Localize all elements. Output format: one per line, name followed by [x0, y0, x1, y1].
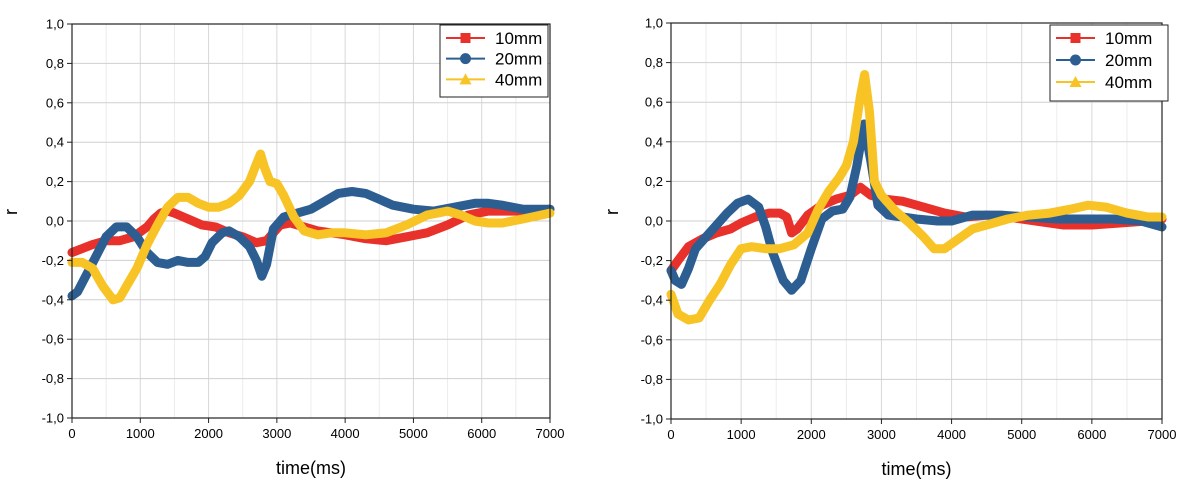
y-tick-label: 0,6: [645, 95, 663, 110]
legend-label: 20mm: [495, 50, 542, 69]
x-tick-label: 5000: [399, 426, 428, 441]
legend-label: 40mm: [495, 70, 542, 89]
series-line-20mm: [666, 119, 1167, 295]
y-tick-label: 0,0: [645, 214, 663, 229]
legend: 10mm 20mm 40mm: [1049, 24, 1169, 102]
x-tick-label: 1000: [126, 426, 155, 441]
x-tick-label: 3000: [867, 427, 896, 442]
y-axis: -1,0 -0,8 -0,6 -0,4 -0,2 0,0 0,2 0,4 0,6 0,8 1,0: [641, 16, 671, 427]
series-line-40mm: [666, 70, 1167, 325]
y-tick-label: -1,0: [42, 411, 64, 426]
legend-marker-circle: [1070, 54, 1081, 66]
y-tick-label: 0,4: [645, 134, 663, 149]
x-tick-label: 6000: [467, 426, 496, 441]
y-tick-label: -1,0: [641, 412, 663, 427]
y-tick-label: 0,8: [46, 56, 64, 71]
legend-marker-square: [1070, 33, 1081, 43]
y-tick-label: 0,2: [46, 174, 64, 189]
y-tick-label: -0,8: [641, 372, 663, 387]
x-tick-label: 6000: [1077, 427, 1106, 442]
y-tick-label: -0,8: [42, 371, 64, 386]
y-tick-label: 0,4: [46, 135, 64, 150]
x-tick-label: 4000: [331, 426, 360, 441]
x-tick-label: 2000: [797, 427, 826, 442]
legend-label: 10mm: [1105, 29, 1152, 48]
x-axis-title: time(ms): [882, 459, 952, 479]
legend-label: 20mm: [1105, 51, 1152, 70]
legend-marker-triangle: [1069, 76, 1082, 87]
legend-marker-triangle: [459, 73, 472, 85]
y-tick-label: 0,8: [645, 55, 663, 70]
x-tick-label: 7000: [536, 426, 565, 441]
legend-marker-square: [460, 33, 471, 43]
y-tick-label: 0,6: [46, 95, 64, 110]
y-axis-title: r: [1, 209, 21, 215]
y-tick-label: -0,4: [42, 292, 64, 307]
x-tick-label: 4000: [937, 427, 966, 442]
legend-marker-circle: [460, 53, 471, 65]
x-axis: 0 1000 2000 3000 4000 5000 6000 7000: [68, 418, 564, 441]
y-tick-label: -0,6: [42, 332, 64, 347]
x-axis: 0 1000 2000 3000 4000 5000 6000 7000: [667, 419, 1176, 442]
y-tick-label: -0,2: [641, 253, 663, 268]
y-tick-label: -0,6: [641, 332, 663, 347]
y-tick-label: 0,0: [46, 214, 64, 229]
x-tick-label: 0: [667, 427, 674, 442]
legend-label: 10mm: [495, 29, 542, 48]
x-axis-title: time(ms): [276, 458, 346, 478]
x-tick-label: 5000: [1007, 427, 1036, 442]
y-tick-label: 0,2: [645, 174, 663, 189]
y-tick-label: 1,0: [645, 16, 663, 31]
y-tick-label: -0,4: [641, 293, 663, 308]
series-line-20mm: [67, 187, 555, 301]
x-tick-label: 7000: [1148, 427, 1177, 442]
y-tick-label: 1,0: [46, 17, 64, 32]
x-tick-label: 2000: [194, 426, 223, 441]
legend-label: 40mm: [1105, 73, 1152, 92]
series-line-40mm: [67, 149, 555, 305]
y-axis-title: r: [602, 209, 622, 215]
y-axis: -1,0 -0,8 -0,6 -0,4 -0,2 0,0 0,2 0,4 0,6 0,8 1,0: [42, 17, 72, 426]
x-tick-label: 1000: [727, 427, 756, 442]
y-tick-label: -0,2: [42, 253, 64, 268]
x-tick-label: 3000: [262, 426, 291, 441]
chart-right: 0 1000 2000 3000 4000 5000 6000 7000 -1,0 -0,8 -0,…: [602, 16, 1176, 480]
x-tick-label: 0: [68, 426, 75, 441]
chart-left: 0 1000 2000 3000 4000 5000 6000 7000 -1,0 -0,8 -0,…: [1, 17, 564, 479]
